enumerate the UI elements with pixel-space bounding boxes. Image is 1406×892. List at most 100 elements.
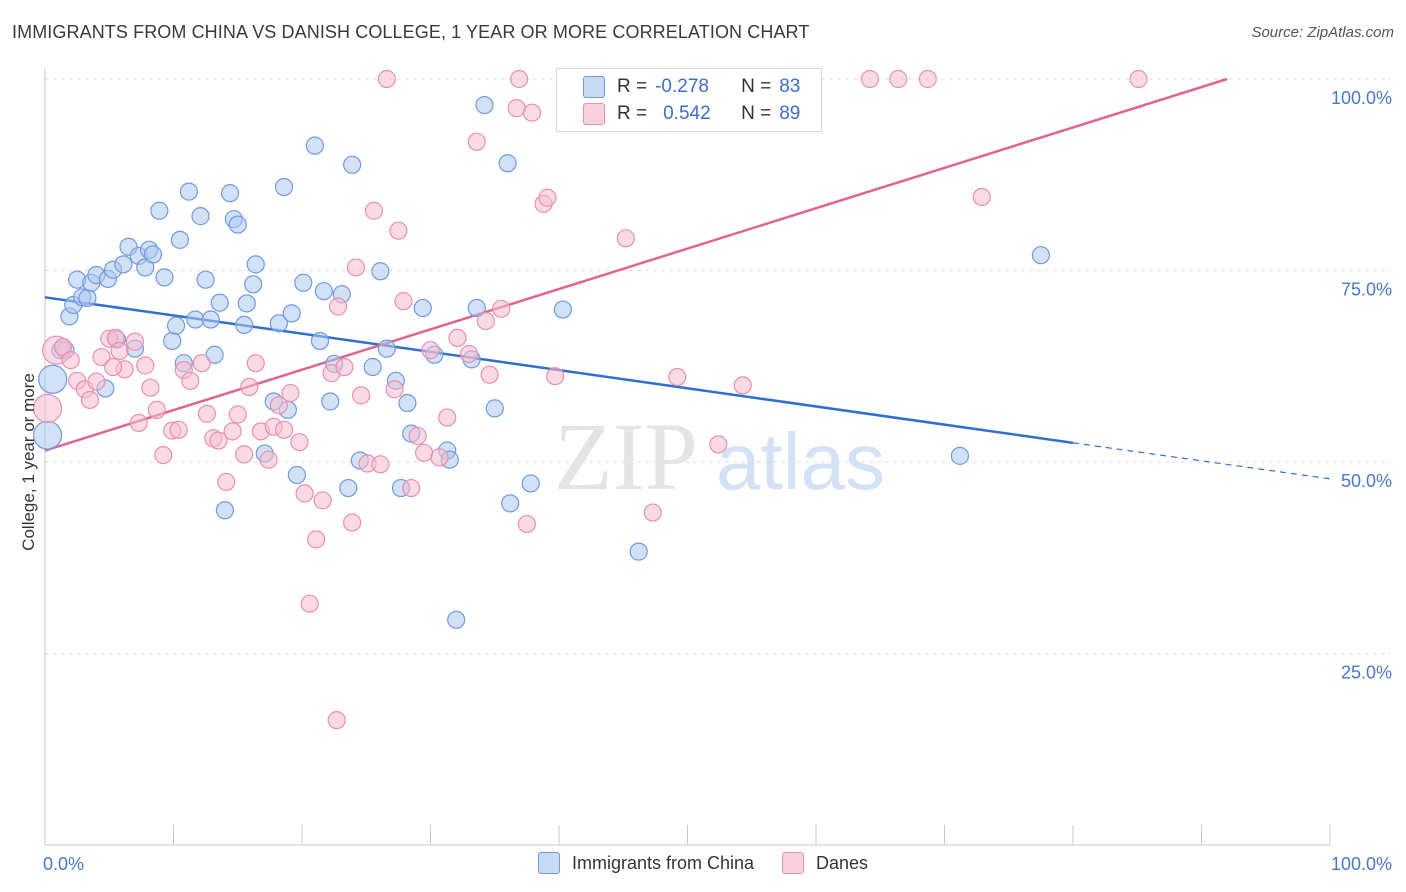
china-point	[485, 399, 504, 418]
china-point	[191, 207, 210, 226]
danes-point	[643, 503, 662, 522]
source-label: Source: ZipAtlas.com	[1251, 24, 1394, 41]
china-point	[305, 136, 324, 155]
china-legend-label: Immigrants from China	[571, 852, 755, 873]
danes-point	[104, 357, 123, 377]
legend-row-china: R = -0.278 N = 83	[583, 74, 800, 100]
danes-point	[402, 478, 421, 498]
n-label: N =	[741, 76, 772, 97]
danes-point	[197, 404, 217, 423]
china-point	[314, 282, 333, 301]
danes-point	[300, 594, 319, 613]
danes-point	[414, 443, 434, 462]
grid-lines	[45, 78, 1390, 654]
y-tick-label: 25.0%	[1341, 663, 1392, 683]
china-point	[274, 177, 294, 197]
china-point	[371, 262, 390, 281]
china-point	[287, 465, 306, 485]
danes-point	[240, 377, 259, 397]
watermark-zip: ZIP	[554, 403, 698, 510]
china-point	[269, 314, 288, 333]
danes-point	[192, 354, 211, 373]
china-point	[150, 201, 169, 220]
danes-point	[371, 455, 390, 474]
china-point	[377, 339, 396, 358]
n-label: N =	[741, 103, 772, 124]
china-point	[196, 270, 215, 289]
danes-point	[889, 69, 908, 89]
danes-point	[709, 435, 728, 454]
danes-point	[476, 311, 495, 331]
r-label: R =	[617, 76, 648, 97]
danes-point	[327, 711, 346, 730]
danes-point	[307, 530, 326, 549]
danes-point	[246, 354, 265, 373]
china-point	[498, 154, 517, 173]
china-point	[210, 293, 229, 312]
danes-point	[92, 347, 111, 367]
danes-point	[438, 408, 457, 427]
x-tick-label: 0.0%	[43, 854, 84, 874]
danes-point	[972, 187, 991, 207]
danes-point	[335, 357, 354, 377]
danes-point	[1129, 69, 1148, 89]
danes-point	[377, 69, 396, 89]
china-point	[114, 255, 133, 274]
danes-point	[209, 431, 228, 450]
danes-point	[136, 356, 155, 375]
y-tick-label: 75.0%	[1341, 280, 1392, 300]
axes: 25.0% 50.0% 75.0% 100.0% 0.0% 100.0%	[43, 68, 1392, 874]
china-point	[179, 182, 199, 201]
danes-point	[129, 413, 148, 433]
danes-point	[125, 332, 145, 351]
stats-legend: R = -0.278 N = 83 R = 0.542 N = 89	[556, 68, 822, 132]
china-legend-swatch	[537, 852, 560, 874]
china-point	[244, 275, 263, 294]
china-point	[501, 494, 520, 513]
china-point	[467, 298, 486, 318]
danes-point	[421, 341, 440, 360]
china-point	[282, 304, 301, 323]
danes-point	[480, 365, 499, 384]
danes-point	[364, 201, 384, 220]
china-point	[363, 357, 382, 377]
legend-item-china[interactable]: Immigrants from China	[537, 852, 755, 874]
china-point	[166, 316, 186, 335]
danes-point	[616, 229, 635, 248]
danes-point	[169, 420, 188, 439]
danes-point	[385, 380, 404, 399]
danes-point	[733, 376, 752, 395]
r-label: R =	[617, 103, 648, 124]
china-point	[220, 184, 240, 203]
x-tick-label: 100.0%	[1331, 854, 1392, 874]
china-point	[339, 478, 358, 498]
china-point	[521, 474, 540, 493]
china-point	[78, 288, 97, 308]
n-value: 89	[779, 103, 801, 124]
china-point	[246, 255, 265, 274]
data-points	[32, 69, 1148, 730]
china-point	[950, 446, 970, 465]
danes-point	[394, 292, 413, 311]
china-point	[228, 215, 247, 234]
china-point	[163, 331, 182, 351]
danes-point	[32, 393, 63, 423]
china-swatch	[583, 76, 605, 98]
danes-point	[313, 491, 332, 510]
danes-point	[217, 472, 236, 492]
y-axis-label: College, 1 year or more	[19, 373, 38, 551]
china-point	[170, 230, 190, 249]
legend-item-danes[interactable]: Danes	[782, 852, 868, 874]
china-point	[398, 393, 417, 413]
danes-point	[295, 484, 314, 503]
danes-point	[507, 99, 526, 118]
china-point	[629, 542, 648, 561]
watermark: ZIP atlas	[554, 403, 885, 510]
china-point	[38, 364, 68, 394]
danes-point	[343, 513, 362, 532]
danes-point	[448, 328, 467, 348]
danes-point	[223, 422, 242, 441]
danes-legend-label: Danes	[816, 852, 869, 873]
danes-point	[181, 371, 200, 390]
